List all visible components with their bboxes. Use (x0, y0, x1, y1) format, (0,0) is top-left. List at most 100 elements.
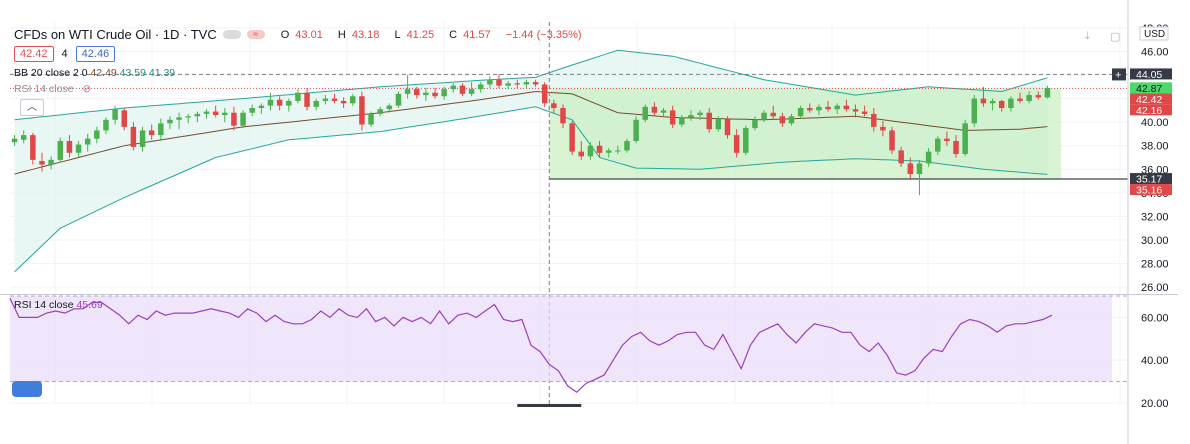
candle (962, 119, 968, 157)
candle (715, 116, 722, 132)
candle-body (706, 112, 712, 130)
candle-body (414, 89, 420, 96)
candle-body (148, 130, 155, 136)
candle (395, 91, 402, 109)
candle (1008, 96, 1014, 112)
candle-body (404, 89, 411, 94)
candle (989, 98, 996, 111)
candle-body (112, 109, 118, 120)
candle-body (971, 98, 978, 124)
candle (871, 108, 877, 132)
candle (514, 79, 521, 88)
candle (551, 99, 557, 114)
candle (697, 110, 703, 120)
candle (679, 115, 685, 127)
candle-body (468, 89, 475, 94)
candle-body (276, 99, 283, 106)
candle-body (551, 103, 557, 109)
candle (532, 79, 539, 87)
candle-body (807, 108, 813, 111)
bid-button[interactable]: 42.42 (14, 46, 54, 62)
fullscreen-icon[interactable]: ▢ (1110, 31, 1121, 43)
candle (39, 152, 45, 172)
collapse-legend-button[interactable]: ︿ (20, 99, 44, 116)
candle (898, 146, 904, 167)
compare-icon[interactable]: ≈ (246, 30, 265, 39)
candle (112, 105, 118, 125)
candle-body (532, 82, 539, 85)
candle (139, 126, 146, 152)
candle-body (340, 100, 347, 104)
price-badge (1130, 184, 1172, 196)
candle (560, 104, 566, 129)
candle (295, 89, 301, 104)
candle-body (560, 108, 566, 124)
candle-body (368, 113, 374, 125)
candle (75, 141, 82, 158)
candle-body (176, 117, 182, 120)
price-tick-label: 46.00 (1141, 46, 1169, 58)
tradingview-logo[interactable] (12, 381, 42, 397)
candle-body (322, 98, 329, 101)
candle-body (377, 109, 383, 114)
candle-body (624, 141, 630, 151)
candle-body (386, 105, 393, 110)
candle-body (752, 119, 758, 129)
ask-button[interactable]: 42.46 (75, 46, 116, 62)
candle (834, 103, 840, 114)
candle-body (94, 130, 100, 139)
candle-body (980, 98, 987, 104)
bb-legend[interactable]: BB 20 close 2 0 42.49 43.59 41.39 (14, 67, 176, 79)
candle (578, 141, 585, 160)
candle-body (450, 85, 457, 90)
bb-lower-value: 41.39 (148, 67, 176, 79)
candle (20, 130, 27, 144)
candle-body (203, 111, 210, 114)
candle-body (48, 159, 54, 165)
candle (267, 92, 274, 111)
candle-body (11, 138, 18, 143)
candle (605, 148, 612, 158)
candle-body (212, 111, 219, 116)
candle (477, 82, 484, 93)
download-icon[interactable]: ⤓ (1085, 30, 1090, 42)
rsi-legend-collapsed[interactable]: RSI 14 close ⊘ (14, 83, 92, 95)
price-tick-label: 30.00 (1141, 235, 1169, 247)
candle-body (350, 96, 356, 104)
candle-body (505, 83, 511, 86)
price-badge (1130, 93, 1172, 105)
candle (304, 87, 310, 111)
candle-body (84, 138, 91, 145)
price-badge-label: 42.16 (1136, 105, 1162, 117)
price-tick-label: 38.00 (1141, 141, 1169, 153)
candle-body (541, 84, 548, 104)
symbol-title[interactable]: CFDs on WTI Crude Oil · 1D · TVC (14, 27, 217, 42)
candle (441, 86, 447, 100)
candle (66, 135, 73, 158)
candle-body (295, 92, 301, 101)
eye-crossed-icon[interactable]: ⊘ (82, 83, 92, 95)
candle (541, 82, 548, 107)
candle-body (743, 128, 749, 153)
candle (1026, 91, 1032, 104)
bid-ask-row: 42.42 4 42.46 (14, 46, 116, 62)
candle-body (871, 113, 877, 127)
hide-icon[interactable] (222, 30, 241, 39)
candle-body (75, 144, 82, 153)
candle (752, 116, 758, 131)
currency-label: USD (1144, 29, 1165, 40)
candle-body (788, 116, 795, 124)
price-badge (1130, 68, 1172, 80)
rsi-legend[interactable]: RSI 14 close 45.69 (14, 299, 103, 311)
candle-body (231, 112, 237, 126)
rsi-tick-label: 40.00 (1141, 355, 1169, 367)
price-tick-label: 32.00 (1141, 211, 1169, 223)
candle-body (249, 108, 255, 113)
candle-body (916, 163, 923, 174)
candle (368, 111, 374, 127)
candle-body (139, 130, 146, 147)
candle-body (267, 99, 274, 106)
candle-body (596, 145, 603, 153)
candle-body (615, 150, 621, 152)
